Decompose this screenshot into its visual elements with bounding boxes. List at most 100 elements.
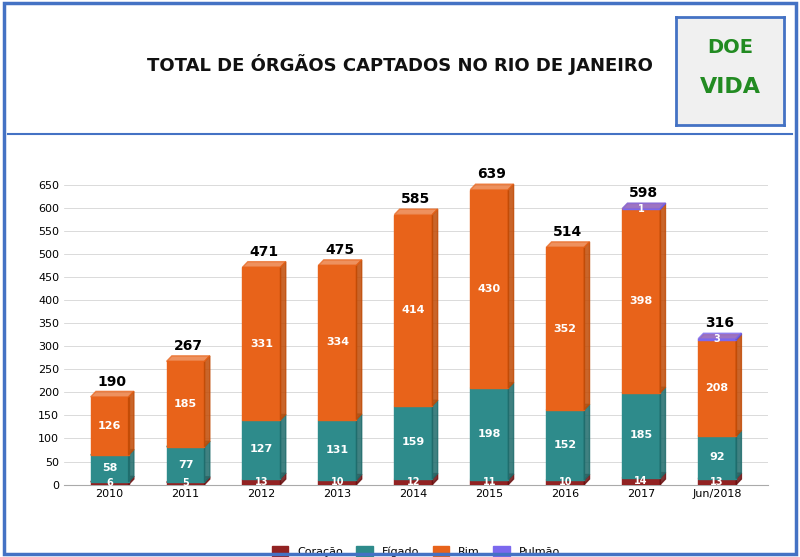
Text: 10: 10 (558, 477, 572, 487)
Polygon shape (356, 475, 362, 485)
Bar (318, 419, 356, 480)
Bar (698, 478, 736, 485)
Polygon shape (394, 209, 438, 214)
Polygon shape (281, 414, 286, 478)
Bar (622, 209, 660, 393)
Polygon shape (205, 356, 210, 447)
Polygon shape (394, 400, 438, 405)
Polygon shape (432, 473, 438, 485)
Text: 12: 12 (406, 477, 420, 487)
Polygon shape (318, 260, 362, 265)
Polygon shape (736, 431, 742, 478)
Text: 208: 208 (706, 383, 729, 393)
Polygon shape (318, 414, 362, 419)
Text: 414: 414 (402, 305, 425, 315)
Text: 58: 58 (102, 463, 118, 473)
Text: 190: 190 (98, 375, 126, 389)
Polygon shape (166, 356, 210, 361)
Bar (546, 410, 584, 480)
Bar (166, 361, 205, 447)
Polygon shape (660, 387, 666, 478)
Text: 126: 126 (98, 421, 122, 431)
Polygon shape (470, 383, 514, 388)
Text: 331: 331 (250, 339, 273, 349)
Polygon shape (205, 441, 210, 482)
Bar (546, 247, 584, 410)
Bar (622, 478, 660, 485)
Text: 3: 3 (714, 334, 721, 344)
Text: TOTAL DE ÓRGÃOS CAPTADOS NO RIO DE JANEIRO: TOTAL DE ÓRGÃOS CAPTADOS NO RIO DE JANEI… (147, 53, 653, 75)
Text: 352: 352 (554, 324, 577, 334)
Polygon shape (281, 262, 286, 420)
Polygon shape (129, 392, 134, 455)
Polygon shape (660, 203, 666, 393)
Text: VIDA: VIDA (699, 77, 761, 97)
Polygon shape (698, 335, 742, 340)
Polygon shape (205, 477, 210, 485)
Polygon shape (698, 333, 742, 339)
Text: DOE: DOE (707, 38, 753, 57)
Text: 14: 14 (634, 476, 648, 486)
Text: 11: 11 (482, 477, 496, 487)
Bar (394, 214, 432, 405)
Bar (470, 190, 508, 388)
Polygon shape (90, 449, 134, 455)
Bar (242, 420, 281, 478)
Text: 471: 471 (250, 245, 278, 259)
Text: 598: 598 (630, 186, 658, 201)
Polygon shape (90, 476, 134, 482)
Bar (698, 436, 736, 478)
Polygon shape (129, 476, 134, 485)
Polygon shape (622, 203, 666, 209)
Text: 6: 6 (106, 478, 113, 488)
Text: 127: 127 (250, 444, 273, 455)
Polygon shape (242, 473, 286, 478)
Text: 639: 639 (478, 167, 506, 182)
Text: 13: 13 (710, 477, 724, 487)
Polygon shape (622, 203, 666, 209)
Polygon shape (622, 387, 666, 393)
Bar (470, 388, 508, 480)
Text: 13: 13 (254, 477, 268, 487)
Text: 430: 430 (478, 284, 501, 294)
Bar (90, 455, 129, 482)
Text: 475: 475 (326, 243, 354, 257)
Bar (90, 482, 129, 485)
Text: 398: 398 (630, 296, 653, 306)
Bar (546, 480, 584, 485)
Text: 92: 92 (710, 452, 725, 462)
Bar (622, 393, 660, 478)
Bar (394, 405, 432, 479)
Polygon shape (508, 383, 514, 480)
Text: 514: 514 (554, 225, 582, 239)
Text: 198: 198 (478, 429, 501, 439)
Text: 185: 185 (174, 399, 197, 409)
Polygon shape (356, 414, 362, 480)
Bar (166, 482, 205, 485)
Polygon shape (584, 475, 590, 485)
Text: 316: 316 (706, 316, 734, 330)
Polygon shape (698, 473, 742, 478)
Bar (166, 447, 205, 482)
Bar (242, 267, 281, 420)
Text: 77: 77 (178, 460, 194, 470)
Polygon shape (584, 242, 590, 410)
Text: 152: 152 (554, 440, 577, 450)
Polygon shape (318, 475, 362, 480)
Polygon shape (736, 473, 742, 485)
Text: 159: 159 (402, 437, 425, 447)
Bar (698, 339, 736, 340)
Bar (90, 397, 129, 455)
Polygon shape (356, 260, 362, 419)
Polygon shape (394, 473, 438, 479)
Text: 5: 5 (182, 478, 189, 488)
Polygon shape (584, 404, 590, 480)
Text: 267: 267 (174, 339, 202, 353)
Polygon shape (508, 474, 514, 485)
Bar (394, 479, 432, 485)
Bar (698, 340, 736, 436)
Polygon shape (660, 472, 666, 485)
Polygon shape (470, 184, 514, 190)
Bar (470, 480, 508, 485)
Polygon shape (166, 441, 210, 447)
